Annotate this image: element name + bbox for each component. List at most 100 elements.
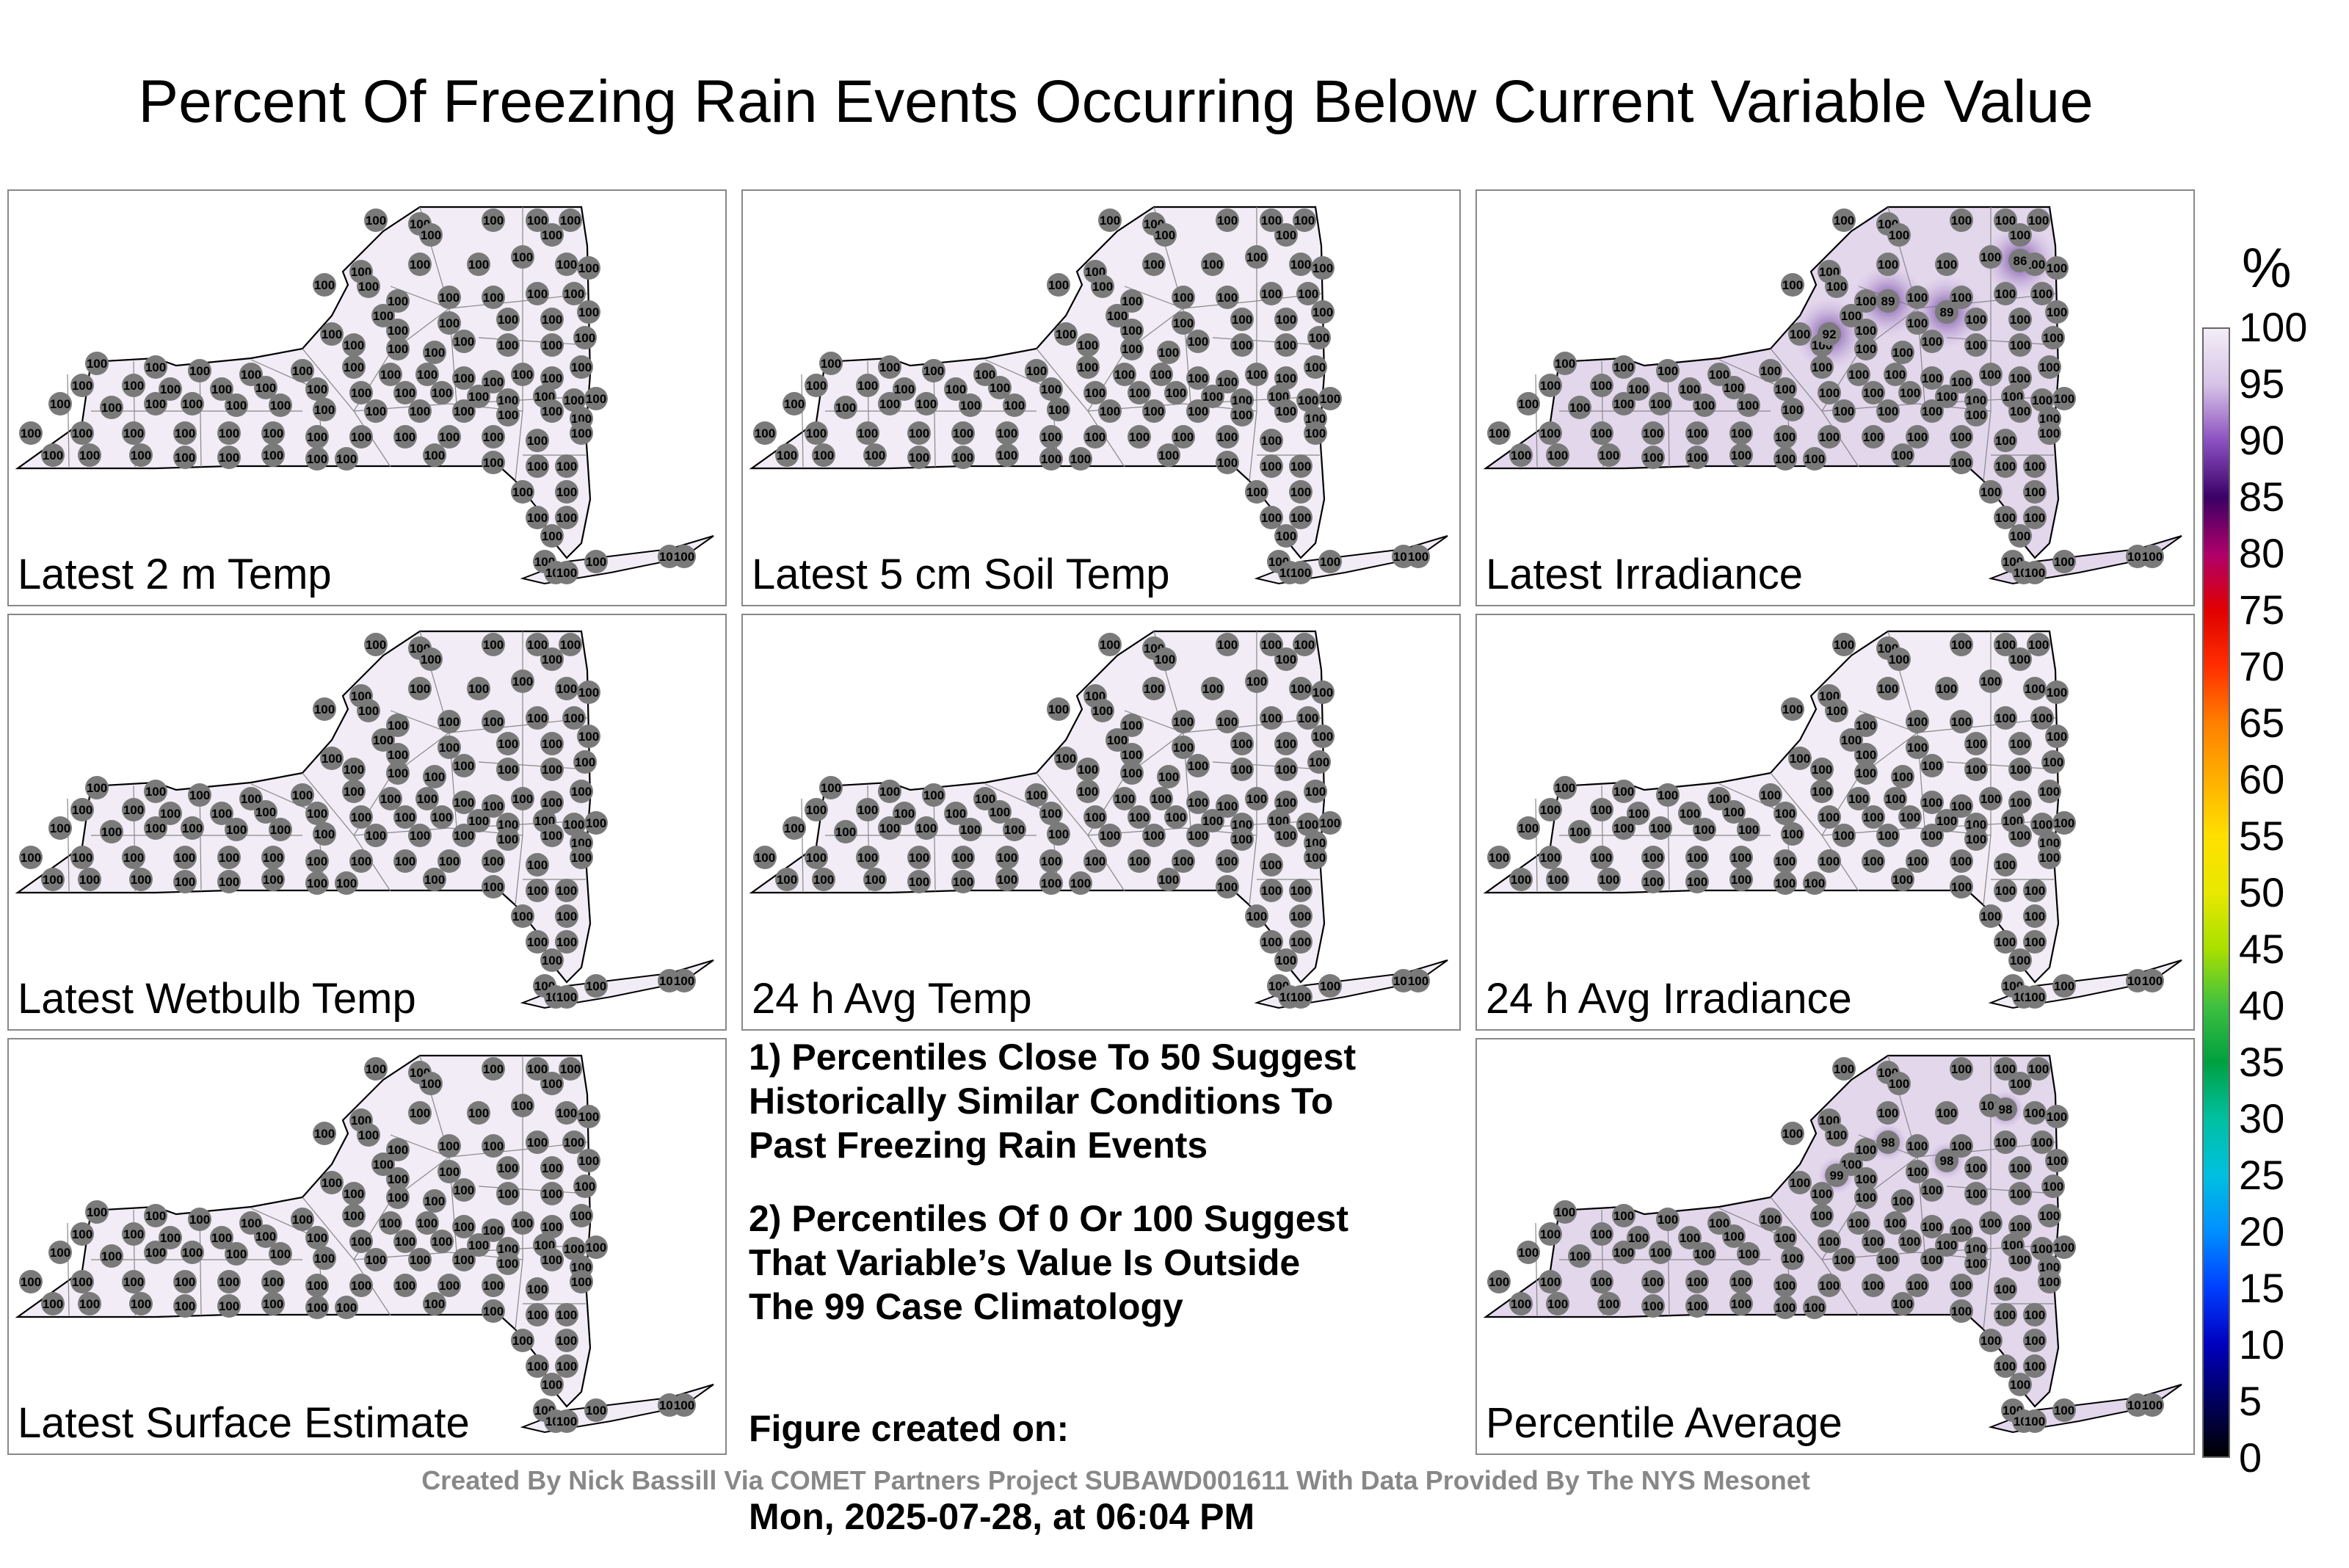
station-marker: 100 xyxy=(129,1292,153,1315)
svg-text:100: 100 xyxy=(1995,287,2016,301)
station-marker: 100 xyxy=(305,1296,329,1319)
svg-text:100: 100 xyxy=(1246,485,1267,499)
svg-text:100: 100 xyxy=(1188,371,1208,385)
station-marker: 100 xyxy=(1230,758,1254,781)
svg-text:100: 100 xyxy=(1856,1191,1876,1205)
station-marker: 100 xyxy=(555,677,578,700)
svg-text:100: 100 xyxy=(344,1187,364,1201)
station-marker: 100 xyxy=(1539,421,1562,445)
svg-text:100: 100 xyxy=(468,390,489,404)
panel-label: Latest 5 cm Soil Temp xyxy=(752,551,1170,598)
station-marker: 100 xyxy=(526,454,549,478)
svg-text:100: 100 xyxy=(1276,228,1296,242)
station-marker: 100 xyxy=(393,849,417,873)
svg-text:100: 100 xyxy=(241,792,261,806)
svg-text:100: 100 xyxy=(2010,653,2030,667)
svg-text:100: 100 xyxy=(1951,1139,1972,1153)
station-marker: 100 xyxy=(555,253,578,276)
svg-text:100: 100 xyxy=(219,427,239,440)
panel-label: Latest Surface Estimate xyxy=(18,1399,470,1447)
svg-text:100: 100 xyxy=(1276,371,1296,385)
station-marker: 100 xyxy=(1887,1072,1911,1095)
station-marker: 100 xyxy=(1128,425,1151,449)
svg-text:100: 100 xyxy=(1892,873,1913,887)
station-marker: 100 xyxy=(1172,736,1195,759)
station-marker: 100 xyxy=(1076,780,1100,803)
station-marker: 100 xyxy=(1847,787,1870,810)
svg-text:100: 100 xyxy=(1100,638,1120,652)
station-marker: 100 xyxy=(1832,1057,1856,1081)
svg-text:100: 100 xyxy=(1129,810,1150,824)
station-marker: 100 xyxy=(2008,1156,2032,1180)
svg-text:100: 100 xyxy=(314,1127,335,1141)
svg-text:100: 100 xyxy=(806,379,827,393)
station-marker: 100 xyxy=(1685,446,1709,469)
svg-text:100: 100 xyxy=(2025,511,2045,525)
station-marker: 100 xyxy=(893,377,916,401)
svg-text:100: 100 xyxy=(1709,368,1729,382)
station-marker: 100 xyxy=(1627,802,1650,825)
colorbar-tick-label: 40 xyxy=(2239,982,2285,1028)
station-marker: 100 xyxy=(2027,633,2050,656)
station-marker: 100 xyxy=(1994,429,2017,452)
station-marker: 100 xyxy=(1678,1226,1702,1249)
svg-text:100: 100 xyxy=(571,1209,592,1223)
svg-text:100: 100 xyxy=(1041,854,1061,868)
svg-text:100: 100 xyxy=(1129,854,1150,868)
svg-text:100: 100 xyxy=(454,829,474,843)
county-boundary xyxy=(1946,761,2056,770)
svg-text:100: 100 xyxy=(527,1136,548,1150)
station-marker: 100 xyxy=(438,286,461,309)
svg-text:100: 100 xyxy=(2047,730,2067,744)
station-marker: 100 xyxy=(783,816,806,840)
station-marker: 100 xyxy=(944,377,967,401)
svg-text:100: 100 xyxy=(1863,1235,1884,1249)
station-marker: 100 xyxy=(526,1354,549,1378)
station-marker: 100 xyxy=(291,1208,314,1231)
station-marker: 100 xyxy=(452,1178,476,1202)
map-panel-2: 100 100 100 100 100 100 100 100 100 100 100 100 100 1… xyxy=(741,189,1461,606)
svg-text:100: 100 xyxy=(1276,404,1296,418)
svg-text:100: 100 xyxy=(1511,449,1531,462)
svg-text:100: 100 xyxy=(578,686,599,700)
svg-text:100: 100 xyxy=(1951,715,1972,729)
map-panel-3: 100 100 100 100 100 100 100 100 100 100 100 100 100 1… xyxy=(1475,189,2195,606)
svg-text:100: 100 xyxy=(1687,1299,1707,1313)
station-marker: 100 xyxy=(1157,765,1180,788)
station-marker: 100 xyxy=(775,443,799,467)
station-marker: 100 xyxy=(2052,974,2076,998)
station-marker: 100 xyxy=(1260,853,1283,876)
svg-text:100: 100 xyxy=(432,810,452,824)
svg-text:100: 100 xyxy=(395,430,415,444)
county-boundary xyxy=(515,1056,523,1330)
station-marker: 100 xyxy=(577,1105,600,1128)
svg-text:100: 100 xyxy=(1731,873,1751,887)
svg-text:100: 100 xyxy=(1070,876,1091,890)
station-marker: 100 xyxy=(423,868,446,891)
svg-text:100: 100 xyxy=(1738,823,1759,837)
colorbar-tick-label: 95 xyxy=(2239,360,2285,407)
svg-text:100: 100 xyxy=(388,1143,408,1157)
station-marker: 100 xyxy=(1994,1303,2017,1326)
svg-text:100: 100 xyxy=(879,785,900,799)
station-marker: 100 xyxy=(393,425,417,449)
station-marker: 100 xyxy=(1693,1242,1716,1266)
svg-text:100: 100 xyxy=(1966,763,1986,777)
station-marker: 100 xyxy=(430,381,454,404)
county-boundary xyxy=(801,798,804,892)
svg-text:100: 100 xyxy=(322,752,342,766)
station-marker: 100 xyxy=(1289,253,1313,276)
svg-text:100: 100 xyxy=(527,511,548,525)
svg-text:100: 100 xyxy=(990,381,1010,395)
station-marker: 100 xyxy=(1884,1211,1907,1235)
station-marker: 100 xyxy=(1773,1296,1797,1319)
svg-text:100: 100 xyxy=(1298,818,1318,832)
station-marker: 100 xyxy=(1406,969,1430,992)
svg-text:100: 100 xyxy=(512,910,533,923)
station-marker: 100 xyxy=(261,1270,285,1293)
svg-text:100: 100 xyxy=(1687,451,1707,465)
station-marker: 100 xyxy=(1891,868,1914,891)
station-marker: 100 xyxy=(1216,208,1239,232)
station-marker: 100 xyxy=(526,930,549,954)
